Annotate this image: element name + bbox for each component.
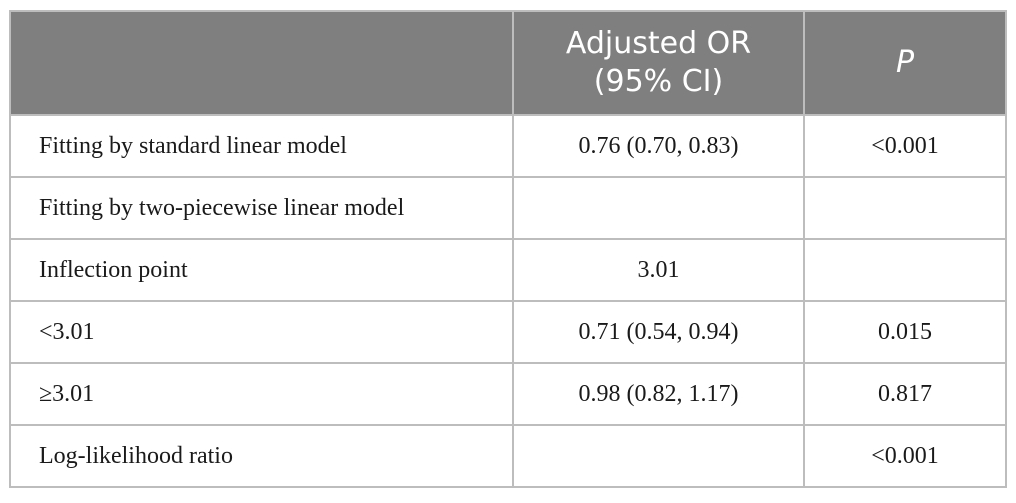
row-adjusted-or bbox=[512, 176, 805, 240]
table-body: Fitting by standard linear model 0.76 (0… bbox=[9, 114, 1007, 488]
header-adjusted-or: Adjusted OR (95% CI) bbox=[512, 10, 805, 116]
header-empty-cell bbox=[9, 10, 514, 116]
header-p-value: P bbox=[803, 10, 1007, 116]
row-p-value: <0.001 bbox=[803, 114, 1007, 178]
row-label: ≥3.01 bbox=[9, 362, 514, 426]
row-p-value: 0.015 bbox=[803, 300, 1007, 364]
row-p-value bbox=[803, 238, 1007, 302]
header-row: Adjusted OR (95% CI) P bbox=[9, 10, 1007, 116]
row-label: Log-likelihood ratio bbox=[9, 424, 514, 488]
row-adjusted-or: 0.76 (0.70, 0.83) bbox=[512, 114, 805, 178]
table-row: Inflection point 3.01 bbox=[9, 238, 1007, 302]
row-p-value: <0.001 bbox=[803, 424, 1007, 488]
table-row: Fitting by two-piecewise linear model bbox=[9, 176, 1007, 240]
row-p-value bbox=[803, 176, 1007, 240]
row-adjusted-or: 0.98 (0.82, 1.17) bbox=[512, 362, 805, 426]
row-label: <3.01 bbox=[9, 300, 514, 364]
row-p-value: 0.817 bbox=[803, 362, 1007, 426]
row-label: Fitting by two-piecewise linear model bbox=[9, 176, 514, 240]
table-row: Fitting by standard linear model 0.76 (0… bbox=[9, 114, 1007, 178]
results-table: Adjusted OR (95% CI) P Fitting by standa… bbox=[9, 10, 1007, 488]
table-header: Adjusted OR (95% CI) P bbox=[9, 10, 1007, 116]
row-label: Inflection point bbox=[9, 238, 514, 302]
row-adjusted-or: 3.01 bbox=[512, 238, 805, 302]
row-label: Fitting by standard linear model bbox=[9, 114, 514, 178]
table-row: ≥3.01 0.98 (0.82, 1.17) 0.817 bbox=[9, 362, 1007, 426]
row-adjusted-or: 0.71 (0.54, 0.94) bbox=[512, 300, 805, 364]
header-adjusted-or-line1: Adjusted OR bbox=[565, 26, 752, 61]
header-adjusted-or-line2: (95% CI) bbox=[593, 64, 724, 99]
table-row: Log-likelihood ratio <0.001 bbox=[9, 424, 1007, 488]
table-row: <3.01 0.71 (0.54, 0.94) 0.015 bbox=[9, 300, 1007, 364]
row-adjusted-or bbox=[512, 424, 805, 488]
